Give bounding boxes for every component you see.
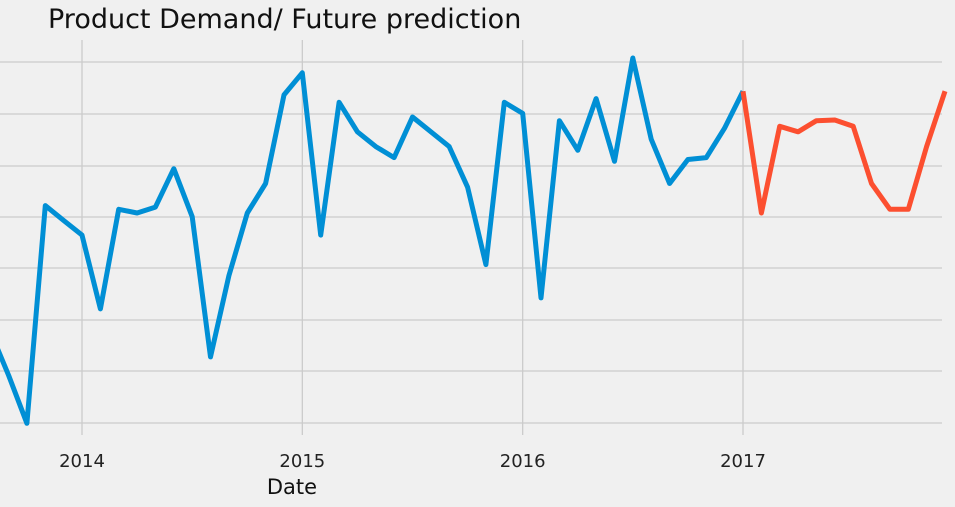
x-tick-label: 2014 — [59, 451, 105, 472]
x-tick-label: 2015 — [279, 451, 325, 472]
grid-lines — [0, 40, 942, 435]
x-tick-labels: 2014 2015 2016 2017 — [59, 451, 766, 472]
series-lines — [0, 55, 948, 426]
series-line-forecast — [740, 90, 948, 216]
x-tick-label: 2017 — [720, 451, 766, 472]
x-axis-label: Date — [267, 475, 317, 499]
series-line-actual — [0, 55, 746, 426]
chart-title: Product Demand/ Future prediction — [48, 4, 522, 35]
x-tick-label: 2016 — [500, 451, 546, 472]
